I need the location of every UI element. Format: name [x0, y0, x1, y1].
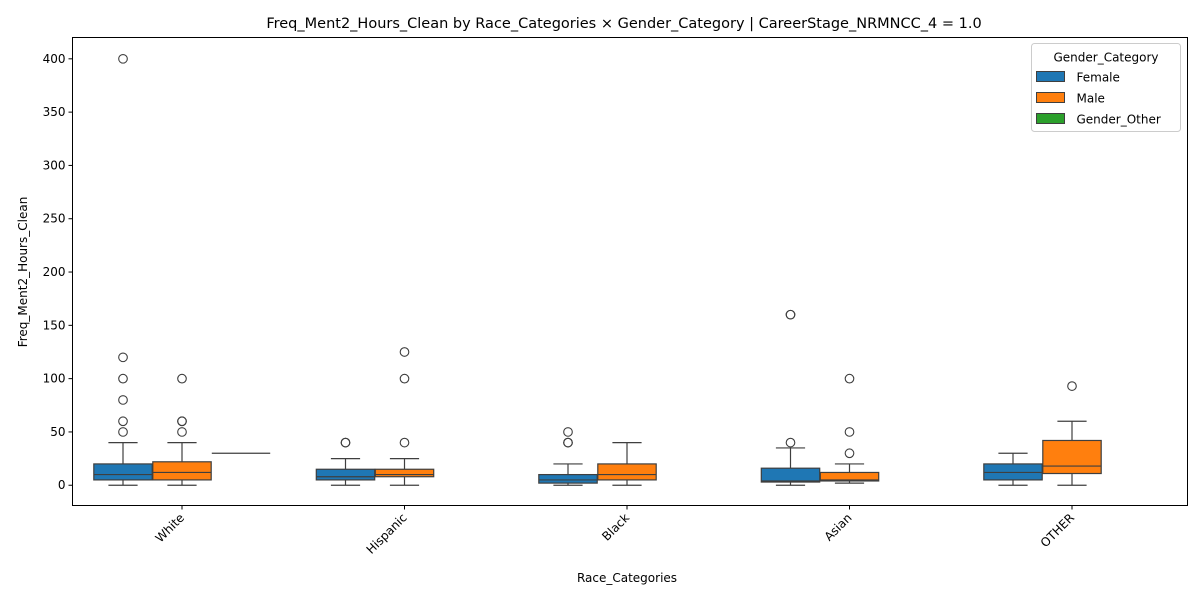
legend-label-male: Male: [1077, 92, 1105, 106]
legend-swatch-male: [1036, 92, 1065, 103]
plot-area: [93, 53, 1102, 486]
outlier-point: [399, 437, 410, 448]
y-tick-label: 350: [43, 105, 66, 119]
box-female-other: [983, 452, 1043, 486]
outlier-point: [118, 373, 128, 384]
outlier-point: [177, 373, 187, 384]
outlier-point: [340, 437, 351, 448]
y-axis-title: Freq_Ment2_Hours_Clean: [16, 197, 30, 348]
outlier-point: [118, 395, 128, 405]
outlier-point: [118, 352, 128, 363]
outlier-point: [563, 437, 573, 448]
box-male-black: [597, 442, 657, 486]
y-tick-label: 250: [43, 212, 66, 226]
outlier-point: [1067, 381, 1077, 391]
legend: Gender_Category Female Male Gender_Other: [1031, 43, 1181, 132]
outlier-point: [399, 373, 410, 384]
y-tick-label: 0: [58, 478, 66, 492]
outlier-point: [118, 53, 128, 64]
box-male-other: [1042, 381, 1102, 486]
y-tick-label: 100: [43, 372, 66, 386]
legend-box: [1031, 43, 1181, 132]
plot-frame: [72, 37, 1188, 506]
legend-label-gender_other: Gender_Other: [1077, 113, 1161, 127]
outlier-point: [177, 427, 187, 437]
outlier-point: [563, 427, 573, 437]
outlier-point: [399, 347, 410, 357]
outlier-point: [177, 416, 187, 427]
outlier-point: [118, 416, 128, 427]
box-female-hispanic: [315, 437, 376, 486]
outlier-point: [844, 427, 855, 437]
box-iqr: [760, 467, 821, 483]
box-iqr: [819, 471, 880, 482]
box-iqr: [152, 461, 212, 481]
legend-swatch-gender_other: [1036, 113, 1065, 124]
legend-label-female: Female: [1077, 71, 1120, 85]
y-tick-label: 50: [50, 425, 65, 439]
box-female-white: [93, 53, 153, 486]
box-male-hispanic: [374, 347, 435, 486]
legend-title: Gender_Category: [1053, 51, 1158, 65]
box-iqr: [538, 473, 598, 484]
outlier-point: [785, 309, 796, 320]
box-iqr: [93, 463, 153, 481]
y-tick-label: 300: [43, 158, 66, 172]
y-tick-label: 200: [43, 265, 66, 279]
outlier-point: [785, 437, 796, 448]
box-iqr: [315, 468, 376, 481]
chart-title: Freq_Ment2_Hours_Clean by Race_Categorie…: [266, 16, 981, 32]
box-iqr: [1042, 439, 1102, 475]
x-axis-title: Race_Categories: [577, 571, 677, 585]
box-male-asian: [819, 373, 880, 484]
box-male-white: [152, 373, 212, 486]
outlier-point: [118, 427, 128, 437]
box-iqr: [597, 463, 657, 481]
y-tick-label: 400: [43, 52, 66, 66]
y-tick-label: 150: [43, 318, 66, 332]
box-iqr: [374, 468, 435, 478]
legend-swatch-female: [1036, 71, 1065, 82]
outlier-point: [844, 448, 855, 459]
outlier-point: [844, 373, 855, 384]
